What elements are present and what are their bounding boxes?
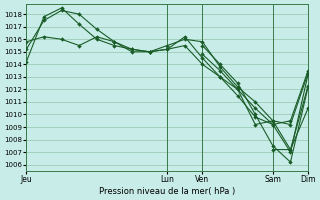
X-axis label: Pression niveau de la mer( hPa ): Pression niveau de la mer( hPa ) bbox=[99, 187, 235, 196]
